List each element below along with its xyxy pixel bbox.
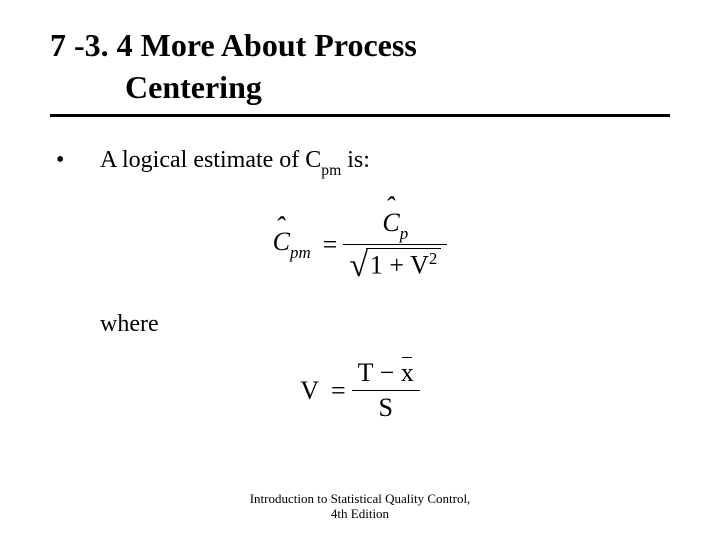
title-rule [50, 114, 670, 117]
where-label: where [50, 311, 670, 338]
bullet-item: • A logical estimate of Cpm is: [50, 147, 670, 178]
body: • A logical estimate of Cpm is: Cpm = Cp… [50, 147, 670, 423]
v-exponent: 2 [429, 249, 437, 268]
fraction: Cp √ 1 + V2 [343, 208, 447, 281]
equals-sign: = [323, 230, 338, 260]
v-denominator: S [352, 391, 420, 423]
formula-cpm: Cpm = Cp √ 1 + V2 [50, 208, 670, 281]
denominator: √ 1 + V2 [343, 245, 447, 281]
hat-c: C [273, 227, 290, 257]
bullet-text: A logical estimate of Cpm is: [100, 147, 370, 178]
formula-v: V = T − x S [50, 358, 670, 423]
v-equals: = [331, 376, 346, 406]
bullet-text-suffix: is: [341, 147, 370, 173]
sqrt-body: 1 + V2 [366, 248, 441, 282]
v-num-xbar: x [401, 358, 414, 388]
numerator: Cp [343, 208, 447, 245]
lhs-sub: pm [290, 243, 311, 262]
formula-lhs: Cpm [273, 227, 311, 261]
v-lhs: V [300, 376, 319, 406]
v-num-T: T [358, 358, 373, 387]
section-title: 7 -3. 4 More About Process Centering [50, 25, 670, 108]
footer-line-2: 4th Edition [0, 506, 720, 522]
v-numerator: T − x [352, 358, 420, 391]
footer: Introduction to Statistical Quality Cont… [0, 491, 720, 522]
title-line-2: Centering [50, 67, 670, 109]
v-num-minus: − [380, 358, 395, 387]
footer-line-1: Introduction to Statistical Quality Cont… [0, 491, 720, 507]
hat-cp: C [382, 208, 399, 238]
num-sub: p [400, 224, 408, 243]
v-fraction: T − x S [352, 358, 420, 423]
title-line-1: 7 -3. 4 More About Process [50, 25, 670, 67]
bullet-text-subscript: pm [321, 162, 341, 179]
bullet-text-prefix: A logical estimate of C [100, 147, 321, 173]
bullet-marker: • [50, 147, 100, 174]
